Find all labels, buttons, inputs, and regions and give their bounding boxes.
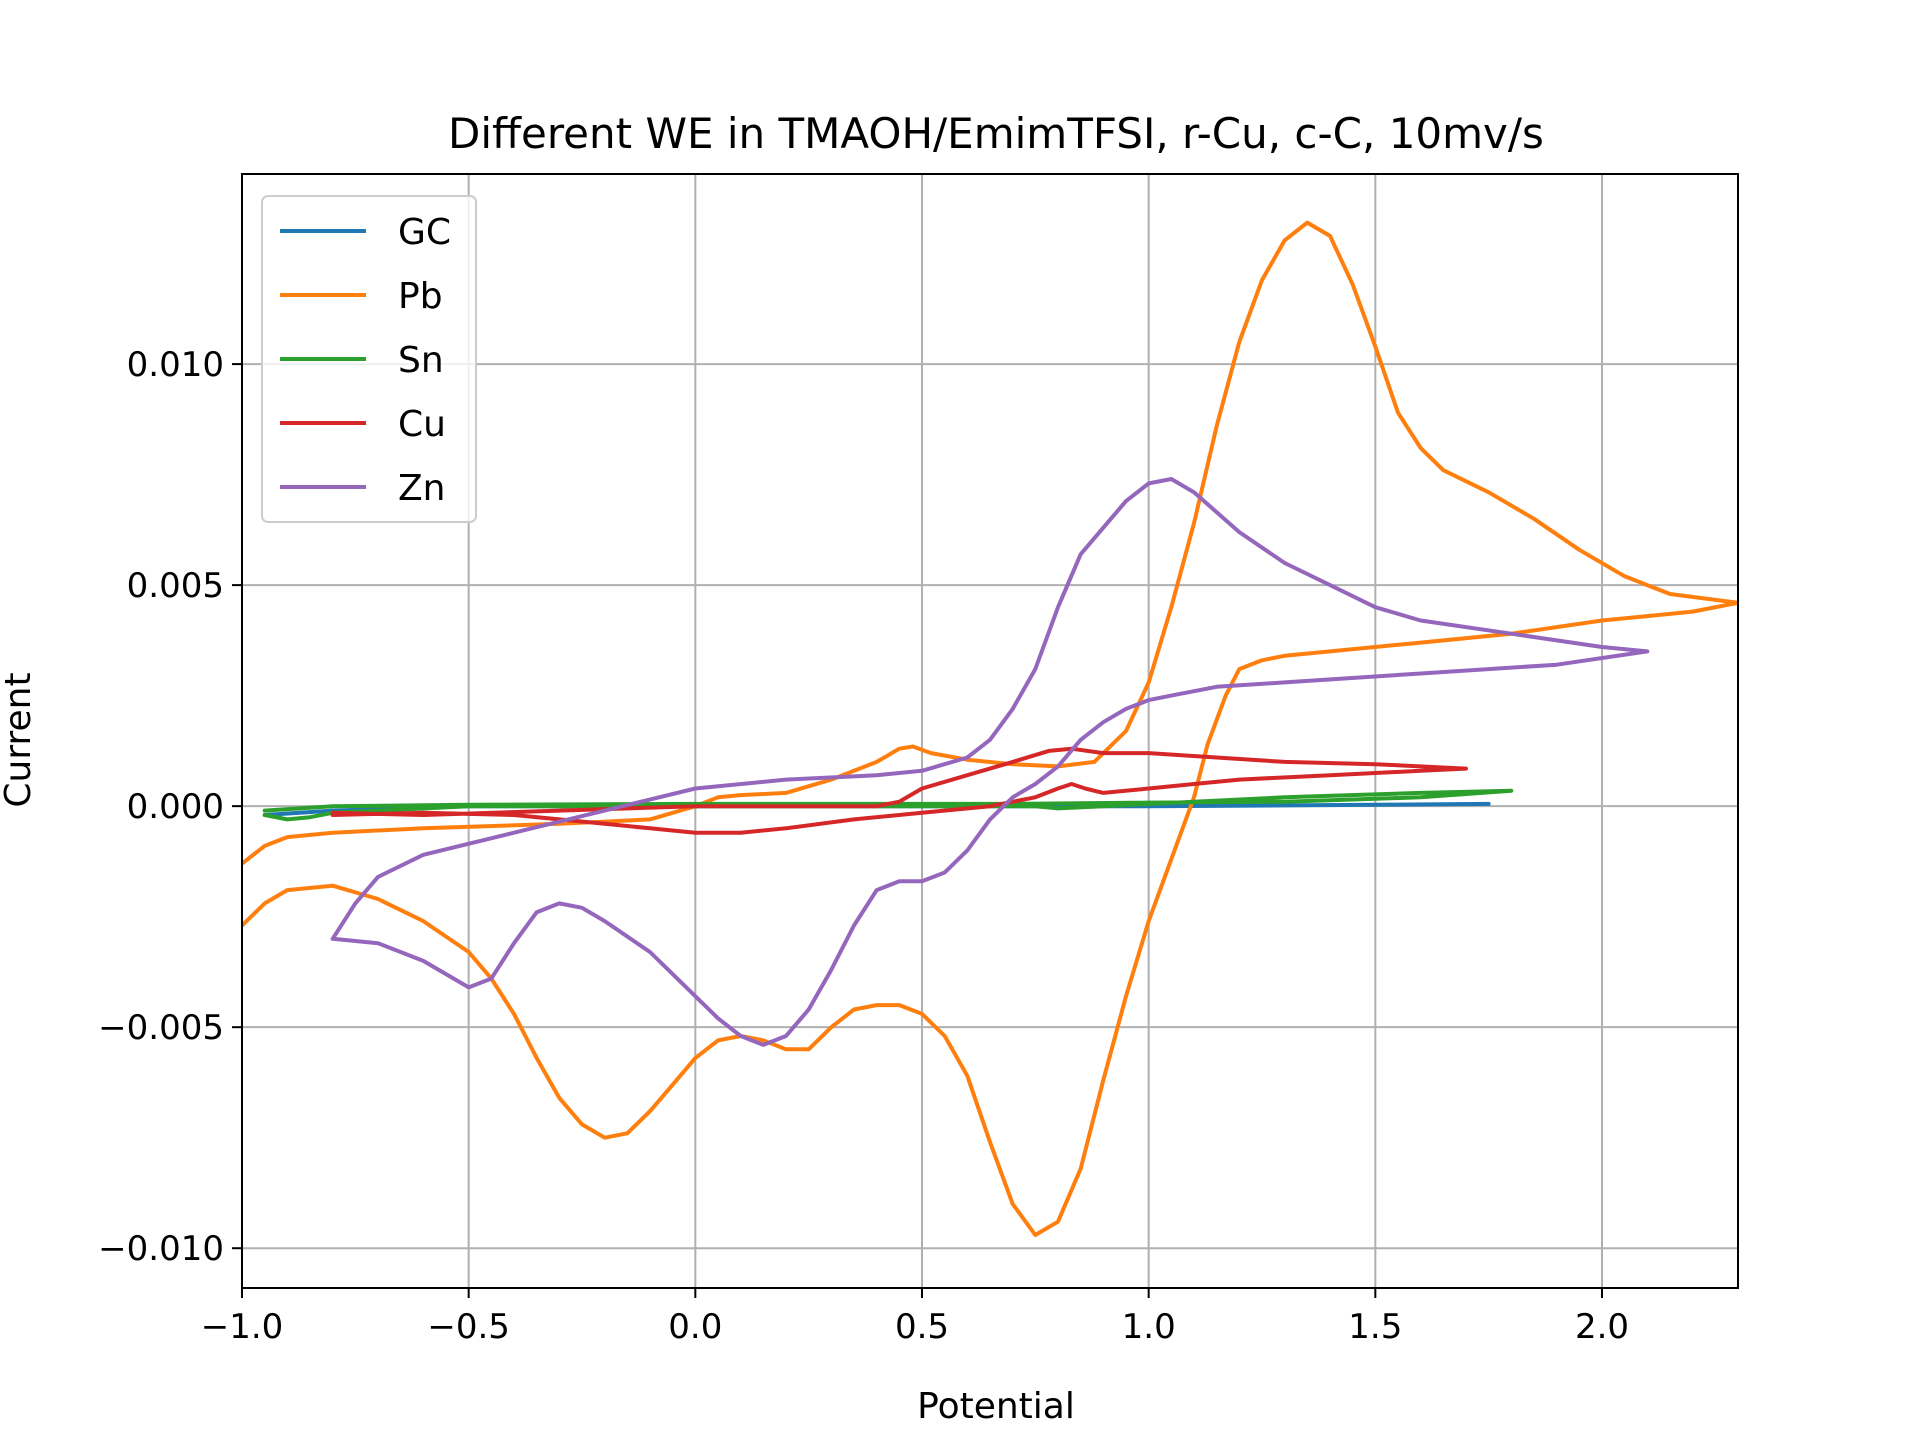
legend-label-sn: Sn [398,340,444,381]
y-tick-label: 0.010 [127,345,224,385]
x-tick-label: −0.5 [427,1307,510,1347]
series-line-cu [330,746,1468,835]
legend-label-cu: Cu [398,404,446,445]
series-line-sn [262,788,1514,822]
legend: GC Pb Sn Cu Zn [261,195,477,523]
legend-box [261,195,477,523]
x-tick-label: 0.0 [668,1307,722,1347]
series-line-zn [330,477,1650,1047]
ticks: −1.0 −0.5 0.0 0.5 1.0 1.5 2.0 −0.010 −0.005 0.000… [98,345,1629,1347]
series-layer [242,220,1738,1237]
x-tick-label: 0.5 [895,1307,949,1347]
y-tick-label: 0.000 [127,787,224,827]
x-tick-label: 2.0 [1575,1307,1629,1347]
x-tick-label: −1.0 [201,1307,284,1347]
y-tick-label: 0.005 [127,566,224,606]
x-tick-label: 1.0 [1122,1307,1176,1347]
y-tick-label: −0.005 [98,1008,224,1048]
chart-title: Different WE in TMAOH/EmimTFSI, r-Cu, c-… [448,109,1544,158]
series-line-pb [242,220,1738,1237]
legend-label-gc: GC [398,212,451,253]
legend-label-zn: Zn [398,468,445,509]
legend-label-pb: Pb [398,276,443,317]
y-tick-label: −0.010 [98,1229,224,1269]
x-tick-label: 1.5 [1348,1307,1402,1347]
plot-frame [241,173,1739,1289]
y-axis-label: Current [0,672,39,807]
x-axis-label: Potential [917,1386,1075,1427]
